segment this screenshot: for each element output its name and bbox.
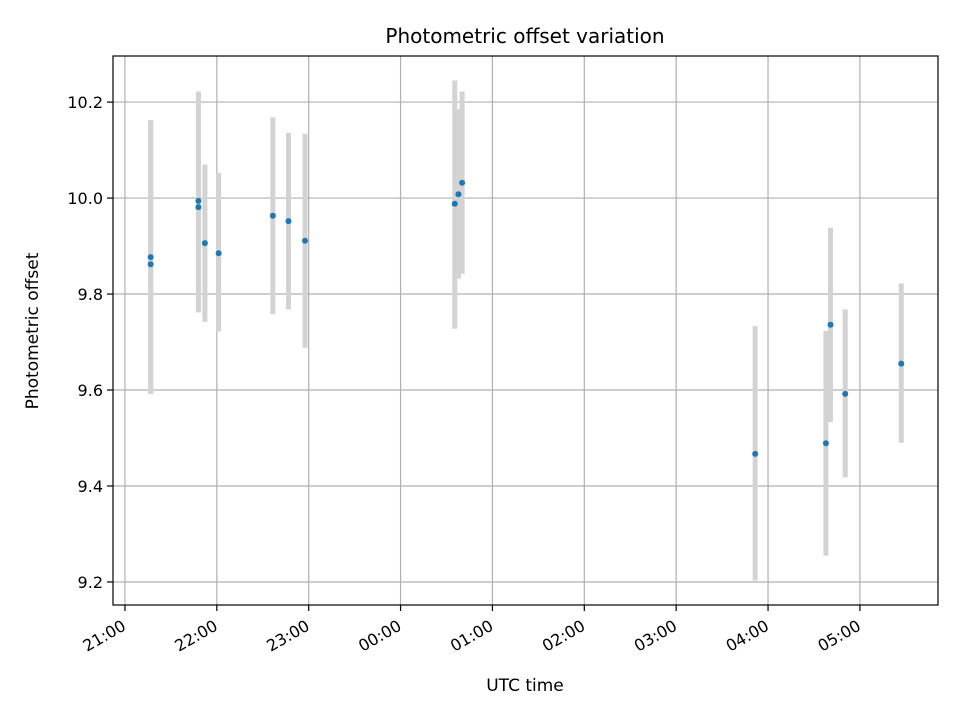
data-point: [195, 204, 202, 211]
plot-frame: [112, 55, 939, 606]
data-point: [285, 218, 292, 225]
data-point: [455, 191, 462, 198]
y-tick-label: 9.8: [78, 285, 103, 304]
y-tick-label: 9.6: [78, 381, 103, 400]
y-tick-label: 10.0: [67, 189, 103, 208]
data-point: [195, 197, 202, 204]
y-axis: 9.2 9.4 9.6 9.8 10.0 10.2: [67, 93, 113, 592]
data-point: [827, 321, 834, 328]
data-point: [459, 179, 466, 186]
y-axis-title: Photometric offset: [23, 252, 43, 409]
x-axis-title: UTC time: [486, 676, 564, 696]
data-point: [752, 450, 759, 457]
y-tick-label: 9.4: [78, 477, 103, 496]
y-tick-label: 10.2: [67, 93, 103, 112]
y-tick-label: 9.2: [78, 573, 103, 592]
chart-title: Photometric offset variation: [385, 24, 664, 48]
data-point: [147, 254, 154, 261]
grid: [113, 56, 938, 605]
data-point: [842, 390, 849, 397]
data-point: [898, 360, 905, 367]
data-point: [451, 200, 458, 207]
data-point: [201, 240, 208, 247]
data-points: [147, 179, 905, 457]
data-point: [269, 212, 276, 219]
data-point: [822, 440, 829, 447]
data-point: [147, 261, 154, 268]
data-point: [215, 250, 222, 257]
data-point: [302, 237, 309, 244]
